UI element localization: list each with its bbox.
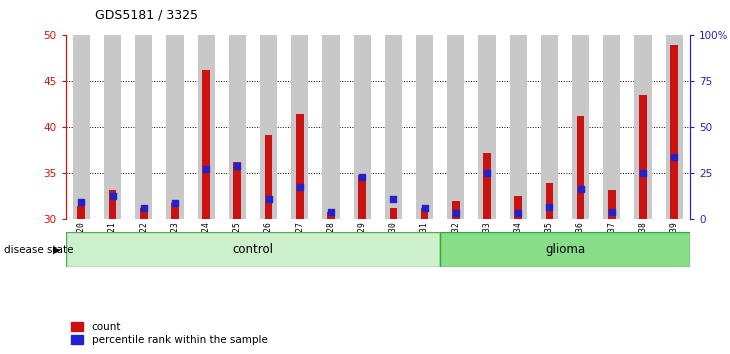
- Bar: [572, 35, 589, 219]
- Bar: [77, 206, 85, 219]
- Bar: [416, 35, 433, 219]
- Bar: [666, 35, 683, 219]
- Point: [138, 205, 150, 210]
- Point: [669, 154, 680, 160]
- Point: [263, 196, 274, 202]
- Point: [606, 209, 618, 215]
- Text: GDS5181 / 3325: GDS5181 / 3325: [95, 9, 198, 22]
- Bar: [323, 35, 339, 219]
- Point: [169, 200, 181, 206]
- Bar: [447, 35, 464, 219]
- Point: [637, 171, 649, 176]
- Point: [481, 171, 493, 176]
- Bar: [670, 45, 678, 219]
- Bar: [66, 232, 440, 267]
- Bar: [515, 196, 522, 219]
- Bar: [639, 95, 647, 219]
- Bar: [608, 190, 615, 219]
- Bar: [296, 114, 304, 219]
- Bar: [353, 35, 371, 219]
- Bar: [385, 35, 402, 219]
- Bar: [198, 35, 215, 219]
- Point: [512, 210, 524, 216]
- Bar: [109, 190, 116, 219]
- Point: [419, 205, 431, 210]
- Bar: [327, 212, 335, 219]
- Bar: [634, 35, 652, 219]
- Bar: [390, 209, 397, 219]
- Bar: [260, 35, 277, 219]
- Bar: [452, 201, 460, 219]
- Point: [575, 186, 586, 192]
- Bar: [603, 35, 620, 219]
- Bar: [545, 183, 553, 219]
- Text: glioma: glioma: [545, 243, 585, 256]
- Point: [544, 204, 556, 210]
- Point: [75, 199, 87, 205]
- Bar: [228, 35, 246, 219]
- Bar: [483, 153, 491, 219]
- Text: ▶: ▶: [53, 245, 60, 255]
- Point: [325, 209, 337, 215]
- Bar: [265, 135, 272, 219]
- Bar: [577, 116, 585, 219]
- Bar: [541, 35, 558, 219]
- Bar: [478, 35, 496, 219]
- Bar: [135, 35, 153, 219]
- Point: [356, 174, 368, 180]
- Bar: [234, 162, 241, 219]
- Point: [107, 193, 118, 198]
- Text: control: control: [232, 243, 274, 256]
- Point: [450, 210, 461, 216]
- Bar: [440, 232, 690, 267]
- Point: [231, 163, 243, 169]
- Bar: [202, 70, 210, 219]
- Legend: count, percentile rank within the sample: count, percentile rank within the sample: [71, 322, 268, 345]
- Bar: [510, 35, 527, 219]
- Bar: [73, 35, 90, 219]
- Bar: [166, 35, 183, 219]
- Bar: [171, 203, 179, 219]
- Point: [388, 196, 399, 202]
- Bar: [291, 35, 308, 219]
- Bar: [358, 175, 366, 219]
- Point: [200, 166, 212, 172]
- Bar: [140, 207, 147, 219]
- Text: disease state: disease state: [4, 245, 73, 255]
- Bar: [104, 35, 121, 219]
- Bar: [420, 207, 429, 219]
- Point: [294, 184, 306, 190]
